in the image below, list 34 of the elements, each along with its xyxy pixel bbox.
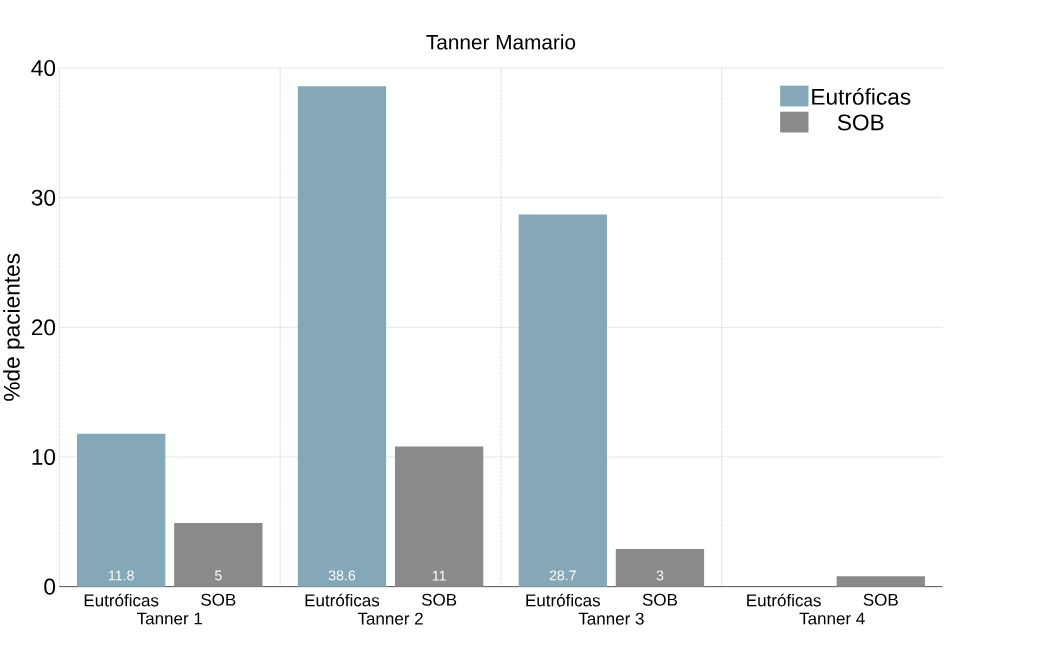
y-tick-label: 0 bbox=[44, 578, 56, 595]
y-tick-label: 40 bbox=[31, 59, 56, 76]
bar bbox=[518, 214, 607, 587]
x-tick-label: Tanner 2 bbox=[357, 612, 423, 625]
data-label: 11.8 bbox=[108, 570, 134, 581]
x-tick-label: Tanner 3 bbox=[578, 612, 644, 625]
bar bbox=[77, 433, 166, 587]
text: SOB bbox=[201, 593, 236, 606]
y-tick-label: 20 bbox=[31, 319, 56, 336]
text: Eutróficas bbox=[747, 593, 821, 607]
text: SOB bbox=[642, 593, 678, 606]
bar bbox=[836, 576, 925, 587]
bar bbox=[615, 548, 705, 587]
text: Eutróficas bbox=[305, 593, 380, 607]
data-label: 3 bbox=[656, 570, 664, 581]
legend-label: Eutróficas bbox=[812, 87, 911, 105]
text: Eutróficas bbox=[84, 593, 159, 607]
text: SOB bbox=[421, 593, 457, 606]
text: SOB bbox=[863, 593, 898, 606]
text: Eutróficas bbox=[526, 593, 600, 607]
x-tick-label: Tanner 4 bbox=[799, 612, 865, 625]
bar bbox=[174, 522, 263, 587]
bar bbox=[297, 86, 387, 587]
bar bbox=[394, 446, 484, 587]
y-tick-label: 10 bbox=[32, 448, 56, 465]
data-label: 5 bbox=[214, 570, 222, 581]
chart-title: Tanner Mamario bbox=[426, 34, 576, 50]
legend-label: SOB bbox=[837, 114, 884, 131]
y-axis-title: %de pacientes bbox=[3, 253, 25, 401]
data-label: 38.6 bbox=[328, 570, 356, 581]
data-label: 11 bbox=[432, 570, 446, 581]
data-label: 28.7 bbox=[549, 570, 576, 581]
x-tick-label: Tanner 1 bbox=[137, 612, 202, 625]
y-tick-label: 30 bbox=[31, 189, 56, 206]
